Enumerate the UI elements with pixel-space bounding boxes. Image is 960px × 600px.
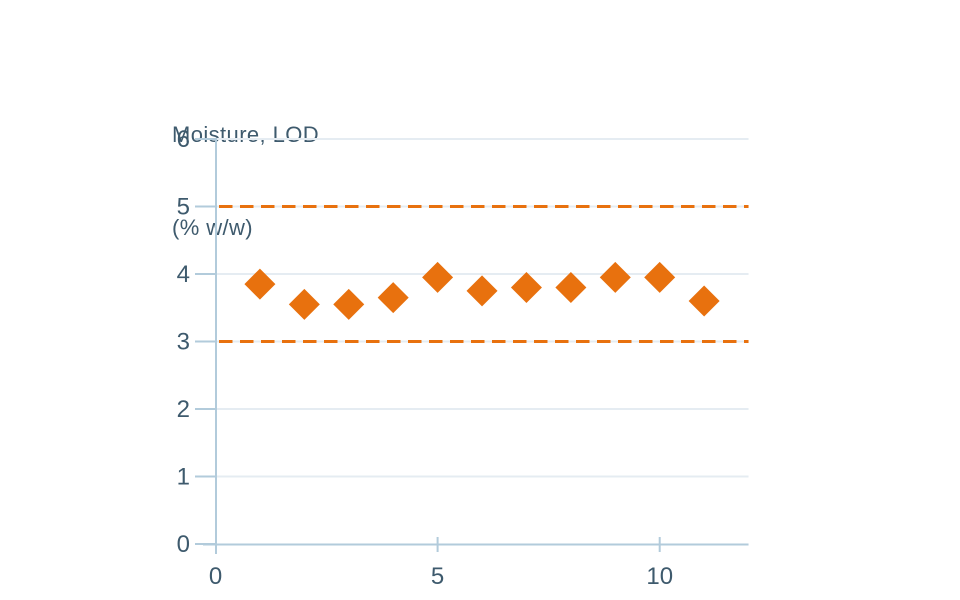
y-axis-title: Moisture, LOD (% w/w): [172, 57, 319, 305]
data-point-marker-6: [466, 275, 498, 307]
y-axis-title-line1: Moisture, LOD: [172, 122, 320, 147]
data-point-marker-3: [333, 288, 365, 320]
data-point-marker-1: [244, 268, 276, 300]
y-tick-label-1: 1: [177, 464, 190, 491]
y-axis-title-line2: (% w/w): [172, 215, 254, 240]
y-tick-label-2: 2: [177, 396, 190, 423]
data-point-marker-8: [555, 272, 587, 303]
x-tick-label-0: 0: [209, 563, 222, 590]
x-tick-label-5: 5: [431, 563, 444, 590]
data-point-marker-5: [422, 261, 454, 293]
y-tick-label-4: 4: [177, 261, 190, 288]
data-point-marker-9: [599, 261, 631, 293]
y-tick-label-0: 0: [177, 531, 190, 558]
data-point-marker-11: [688, 285, 720, 317]
data-point-marker-7: [510, 272, 542, 303]
y-tick-label-5: 5: [177, 194, 190, 221]
y-tick-label-6: 6: [177, 126, 190, 153]
y-tick-label-3: 3: [177, 329, 190, 356]
data-point-marker-4: [377, 282, 409, 314]
x-tick-label-10: 10: [646, 563, 673, 590]
data-point-marker-10: [644, 261, 676, 293]
data-point-marker-2: [288, 288, 320, 320]
